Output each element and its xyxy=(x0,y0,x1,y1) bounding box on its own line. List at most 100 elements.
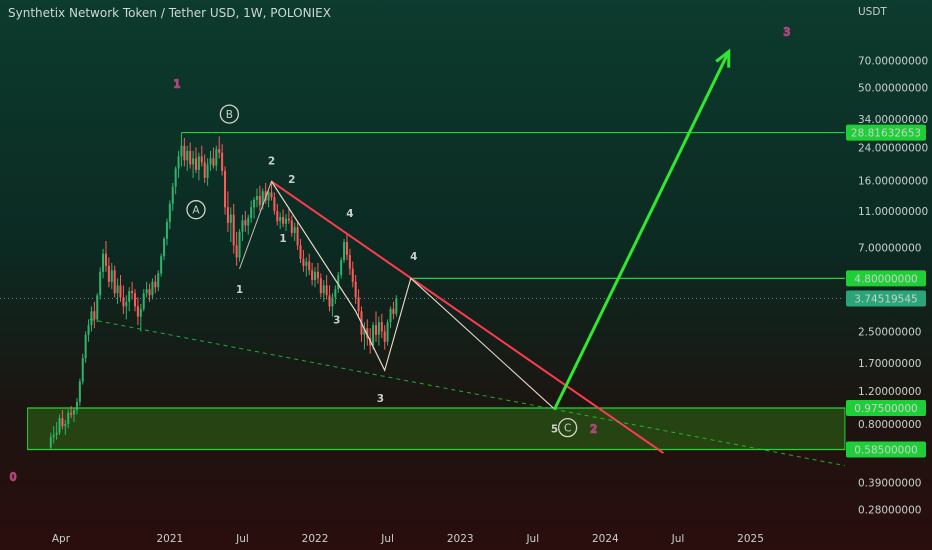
candle-body xyxy=(250,207,253,218)
candle-body xyxy=(206,164,209,178)
candle-body xyxy=(270,192,273,198)
candle-body xyxy=(395,298,398,314)
candle-body xyxy=(345,242,348,255)
candle-body xyxy=(49,437,52,448)
candle-body xyxy=(218,149,221,153)
price-badge-label: 28.81632653 xyxy=(851,128,921,140)
candle-body xyxy=(267,192,270,201)
y-tick-label: 0.28000000 xyxy=(858,504,921,516)
wave-label: 1 xyxy=(236,284,243,296)
candle-body xyxy=(386,322,389,342)
candle-body xyxy=(340,260,343,276)
price-badge xyxy=(846,270,926,287)
candle-body xyxy=(299,245,302,259)
candle-body xyxy=(209,158,212,165)
candle-body xyxy=(238,231,241,258)
chart-title: Synthetix Network Token / Tether USD, 1W… xyxy=(8,6,331,20)
wave-label: A xyxy=(192,205,200,217)
wave-circle xyxy=(557,417,578,438)
y-tick-label: 1.20000000 xyxy=(858,386,921,398)
candle-body xyxy=(253,199,256,208)
wave-label: 0 xyxy=(10,471,17,483)
candle-body xyxy=(203,162,206,178)
candle-body xyxy=(151,281,154,296)
candle-body xyxy=(125,301,128,307)
candle-body xyxy=(221,152,224,171)
candle-body xyxy=(168,203,171,222)
x-tick-label: 2021 xyxy=(156,533,183,545)
candle-body xyxy=(343,242,346,261)
candle-body xyxy=(255,196,258,200)
candle-body xyxy=(154,281,157,288)
candle-body xyxy=(136,306,139,317)
candle-body xyxy=(78,381,81,402)
y-tick-label: 0.39000000 xyxy=(858,478,921,490)
wave-label: 3 xyxy=(377,393,384,405)
candle-body xyxy=(52,434,55,438)
y-tick-label: 50.00000000 xyxy=(858,83,928,95)
candle-body xyxy=(104,253,107,266)
candle-body xyxy=(305,261,308,266)
candle-body xyxy=(212,158,215,166)
candle-body xyxy=(273,197,276,211)
wave-label: 3 xyxy=(333,315,340,327)
candle-body xyxy=(389,308,392,323)
candle-body xyxy=(319,278,322,294)
candle-body xyxy=(276,210,279,222)
price-badge xyxy=(846,124,926,141)
x-tick-label: Jul xyxy=(235,533,249,545)
candle-body xyxy=(145,289,148,294)
candle-body xyxy=(171,186,174,204)
candle-body xyxy=(183,145,186,161)
candle-body xyxy=(316,271,319,279)
candle-body xyxy=(351,268,354,282)
price-badge-label: 0.58500000 xyxy=(854,445,917,457)
axis-unit: USDT xyxy=(858,6,887,18)
candle-body xyxy=(261,191,264,206)
candle-body xyxy=(87,325,90,335)
candle-body xyxy=(194,158,197,170)
wave-label: 2 xyxy=(268,155,275,167)
candle-body xyxy=(311,270,314,281)
candle-body xyxy=(139,308,142,317)
candle-body xyxy=(148,289,151,296)
candle-body xyxy=(284,218,288,224)
y-tick-label: 24.00000000 xyxy=(858,142,928,154)
price-badge-label: 0.97500000 xyxy=(854,403,917,415)
candle-body xyxy=(328,295,331,307)
candle-body xyxy=(383,331,386,342)
price-badge xyxy=(846,441,926,458)
wave-label: B xyxy=(226,109,233,121)
y-tick-label: 7.00000000 xyxy=(858,243,921,255)
candle-body xyxy=(55,432,58,435)
candle-body xyxy=(337,275,340,290)
candle-body xyxy=(235,245,238,258)
candle-body xyxy=(357,297,360,312)
candle-body xyxy=(180,145,183,157)
candle-body xyxy=(58,418,61,433)
candle-body xyxy=(113,270,116,294)
wave-label: 3 xyxy=(783,27,790,39)
candle-body xyxy=(192,158,195,165)
candle-body xyxy=(200,156,203,163)
candle-body xyxy=(331,297,334,307)
wave-circle xyxy=(219,104,240,124)
price-badge-label: 3.74519545 xyxy=(854,294,917,306)
wave-label: 1 xyxy=(174,79,181,91)
candle-body xyxy=(110,270,113,282)
candle-body xyxy=(380,322,383,332)
candle-body xyxy=(81,358,84,382)
candle-body xyxy=(354,281,357,298)
candle-body xyxy=(165,221,168,239)
wave-path xyxy=(271,181,555,410)
candle-body xyxy=(189,150,192,165)
candle-body xyxy=(322,285,325,294)
candle-body xyxy=(128,291,131,302)
candle-body xyxy=(174,168,177,187)
candle-body xyxy=(70,412,73,415)
candle-body xyxy=(224,170,227,208)
y-tick-label: 0.80000000 xyxy=(858,419,921,431)
candle-body xyxy=(241,220,244,232)
